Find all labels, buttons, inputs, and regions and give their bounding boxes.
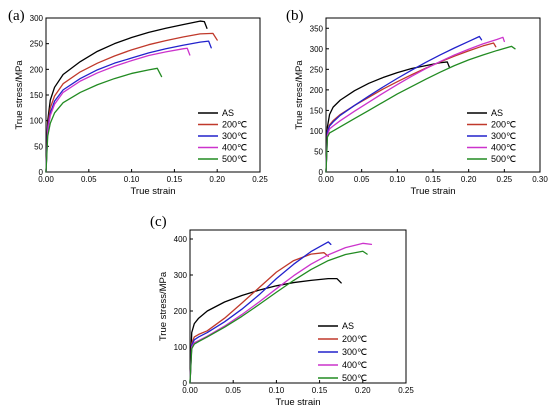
- y-tick-label: 0: [319, 168, 324, 177]
- legend: AS 200℃ 300℃ 400℃ 500℃: [318, 321, 367, 383]
- y-tick-label: 350: [310, 24, 324, 33]
- series-line: [325, 35, 483, 173]
- legend-label: 300℃: [222, 131, 247, 141]
- x-tick-label: 0.25: [398, 386, 414, 395]
- x-tick-label: 0.00: [182, 386, 198, 395]
- y-axis-title: True stress/MPa: [14, 60, 25, 130]
- legend-label: AS: [222, 108, 234, 118]
- series-line: [189, 277, 342, 384]
- series-line: [45, 67, 163, 173]
- x-tick-label: 0.30: [532, 175, 548, 184]
- y-tick-label: 200: [30, 65, 44, 74]
- x-tick-label: 0.20: [355, 386, 371, 395]
- legend-label: 500℃: [342, 373, 367, 383]
- legend-label: 400℃: [222, 143, 247, 153]
- legend-label: 300℃: [491, 131, 516, 141]
- x-tick-label: 0.15: [312, 386, 328, 395]
- series-line: [45, 40, 212, 173]
- x-tick-label: 0.05: [81, 175, 97, 184]
- panel-label: (a): [8, 8, 25, 24]
- y-tick-label: 300: [310, 45, 324, 54]
- x-tick-label: 0.25: [252, 175, 268, 184]
- x-axis-title: True strain: [130, 186, 175, 197]
- x-tick-label: 0.05: [225, 386, 241, 395]
- y-tick-label: 200: [310, 86, 324, 95]
- x-tick-label: 0.00: [38, 175, 54, 184]
- legend-label: 200℃: [222, 120, 247, 130]
- x-tick-label: 0.20: [209, 175, 225, 184]
- x-tick-label: 0.00: [318, 175, 334, 184]
- y-tick-label: 50: [314, 147, 323, 156]
- panel-2: (c) 0.00 0.05 0.10 0.15 0.20 0.25 0 100 200 300 400…: [150, 214, 414, 408]
- x-tick-label: 0.05: [354, 175, 370, 184]
- series-line: [45, 32, 218, 173]
- legend-label: 300℃: [342, 347, 367, 357]
- legend-label: AS: [491, 108, 503, 118]
- y-tick-label: 250: [30, 40, 44, 49]
- series-line: [189, 250, 368, 384]
- series-line: [189, 252, 329, 384]
- legend-label: 200℃: [491, 120, 516, 130]
- y-tick-label: 50: [34, 142, 43, 151]
- series-line: [45, 20, 208, 173]
- x-tick-label: 0.15: [167, 175, 183, 184]
- panel-label: (c): [150, 214, 167, 230]
- panel-1: (b) 0.00 0.05 0.10 0.15 0.20 0.25 0.30 0 50 100 150…: [286, 8, 548, 197]
- panel-0: (a) 0.00 0.05 0.10 0.15 0.20 0.25 0 50 100 150 200 2…: [8, 8, 268, 197]
- panel-label: (b): [286, 8, 304, 24]
- y-tick-label: 100: [310, 127, 324, 136]
- series-line: [325, 42, 497, 173]
- y-tick-label: 250: [310, 65, 324, 74]
- legend-label: AS: [342, 321, 354, 331]
- y-tick-label: 150: [310, 106, 324, 115]
- y-axis-title: True stress/MPa: [158, 271, 169, 341]
- x-tick-label: 0.10: [269, 386, 285, 395]
- x-tick-label: 0.10: [390, 175, 406, 184]
- x-axis-title: True strain: [275, 397, 320, 408]
- y-tick-label: 150: [30, 91, 44, 100]
- y-axis-title: True stress/MPa: [294, 60, 305, 130]
- x-tick-label: 0.25: [497, 175, 513, 184]
- series-line: [45, 47, 191, 173]
- y-tick-label: 100: [174, 343, 188, 352]
- legend-label: 500℃: [491, 154, 516, 164]
- legend-label: 500℃: [222, 154, 247, 164]
- y-tick-label: 300: [174, 271, 188, 280]
- x-tick-label: 0.20: [461, 175, 477, 184]
- y-tick-label: 300: [30, 14, 44, 23]
- legend-label: 200℃: [342, 334, 367, 344]
- y-tick-label: 0: [39, 168, 44, 177]
- legend-label: 400℃: [491, 143, 516, 153]
- legend-label: 400℃: [342, 360, 367, 370]
- x-axis-title: True strain: [410, 186, 455, 197]
- y-tick-label: 200: [174, 307, 188, 316]
- series-line: [189, 242, 373, 384]
- plot-frame: [189, 229, 407, 384]
- x-tick-label: 0.15: [425, 175, 441, 184]
- series-line: [189, 241, 332, 384]
- x-tick-label: 0.10: [124, 175, 140, 184]
- series-line: [325, 36, 505, 173]
- y-tick-label: 100: [30, 117, 44, 126]
- series-line: [325, 45, 516, 173]
- y-tick-label: 0: [183, 379, 188, 388]
- y-tick-label: 400: [174, 235, 188, 244]
